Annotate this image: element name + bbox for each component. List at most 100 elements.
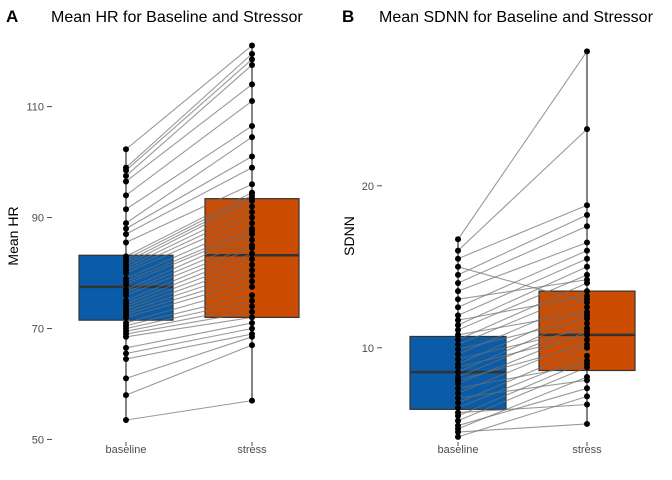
panel-a-point-stress (249, 242, 255, 249)
panel-a-pair-line (125, 322, 253, 349)
panel-b-point-baseline (455, 356, 461, 363)
panel-b-pair-line (457, 204, 588, 260)
panel-b-pair-line (457, 327, 588, 360)
panel-b-pair-line (457, 298, 588, 355)
panel-b-pair-line (457, 250, 588, 308)
panel-b-point-stress (584, 276, 590, 283)
panel-a-pair-line (125, 217, 253, 274)
panel-a-pair-line (125, 211, 253, 271)
panel-b-point-stress (584, 325, 590, 332)
panel-b-point-baseline (455, 409, 461, 416)
panel-a-pair-line (125, 194, 253, 260)
panel-a-pair-line (125, 294, 253, 327)
panel-a-point-stress (249, 303, 255, 310)
panel-b-point-stress (584, 48, 590, 55)
panel-a-point-stress (249, 153, 255, 160)
panel-b-title: Mean SDNN for Baseline and Stressor (379, 9, 654, 26)
panel-b-point-baseline (455, 395, 461, 402)
panel-a-pair-line (125, 305, 253, 332)
panel-a-point-stress (249, 292, 255, 299)
panel-b-pair-line (457, 266, 588, 303)
panel-a-point-baseline (123, 206, 129, 213)
panel-b-point-baseline (455, 417, 461, 424)
panel-b-point-stress (584, 288, 590, 295)
panel-a-letter: A (6, 7, 18, 26)
panel-a-pair-line (125, 230, 253, 285)
panel-a-pair-line (125, 53, 253, 169)
panel-b-point-baseline (455, 404, 461, 411)
panel-b-point-baseline (455, 346, 461, 353)
panel-a-point-stress (249, 319, 255, 326)
panel-a-point-baseline (123, 231, 129, 238)
panel-b-x-tick-label-stress: stress (572, 444, 602, 456)
panel-a-point-baseline (123, 239, 129, 246)
panel-b-plot-area: 10 20 baseline stress (362, 48, 636, 456)
panel-b-point-stress (584, 393, 590, 400)
panel-b-point-baseline (455, 433, 461, 440)
panel-a-point-stress (249, 325, 255, 332)
panel-b-point-stress (584, 126, 590, 133)
panel-a-y-tick-label: 50 (32, 434, 44, 446)
panel-a-pair-line (125, 239, 253, 293)
panel-b-point-stress (584, 211, 590, 218)
panel-a-point-baseline (123, 253, 129, 260)
panel-a-pair-line (125, 167, 253, 235)
panel-b-point-baseline (455, 255, 461, 262)
panel-a-pair-line (125, 264, 253, 310)
panel-b-letter: B (342, 7, 354, 26)
panel-a-point-stress (249, 181, 255, 188)
panel-a-pair-line (125, 59, 253, 171)
panel-a-point-stress (249, 208, 255, 215)
panel-a-point-baseline (123, 344, 129, 351)
panel-a-pair-line (125, 233, 253, 291)
panel-b-point-stress (584, 263, 590, 270)
panel-b-point-stress (584, 377, 590, 384)
panel-b-point-stress (584, 385, 590, 392)
panel-b-point-stress (584, 309, 590, 316)
panel-b-point-stress (584, 401, 590, 408)
panel-b-point-stress (584, 247, 590, 254)
panel-b-point-baseline (455, 317, 461, 324)
panel-b-point-baseline (455, 373, 461, 380)
panel-b-point-baseline (455, 247, 461, 254)
panel-b-pair-line (457, 311, 588, 336)
panel-b-pair-line (457, 355, 588, 409)
panel-a-point-stress (249, 314, 255, 321)
panel-b-point-baseline (455, 390, 461, 397)
panel-b-point-stress (584, 304, 590, 311)
panel-a-x-tick-label-stress: stress (237, 444, 267, 456)
panel-b-pair-line (457, 322, 588, 378)
panel-b-pair-line (457, 344, 588, 381)
panel-a-pair-line (125, 247, 253, 302)
panel-a-x-tick-label-baseline: baseline (106, 444, 147, 456)
panel-a-point-baseline (123, 356, 129, 363)
panel-b-point-baseline (455, 322, 461, 329)
panel-b-point-baseline (455, 304, 461, 311)
panel-b-point-stress (584, 315, 590, 322)
panel-b-pair-line (457, 387, 588, 427)
panel-b-point-baseline (455, 271, 461, 278)
panel-a: A Mean HR for Baseline and Stressor Mean… (5, 7, 303, 456)
panel-b-pair-line (457, 347, 588, 404)
panel-b-pair-line (457, 363, 588, 389)
panel-b-point-baseline (455, 341, 461, 348)
panel-b-point-baseline (455, 361, 461, 367)
panel-a-point-stress (249, 134, 255, 141)
panel-a-point-stress (249, 61, 255, 68)
panel-a-point-stress (249, 397, 255, 404)
panel-b-point-baseline (455, 385, 461, 392)
panel-a-pair-line (125, 100, 253, 196)
panel-b-point-baseline (455, 351, 461, 358)
panel-b-point-baseline (455, 422, 461, 429)
panel-a-point-baseline (123, 350, 129, 357)
panel-b-y-axis-label: SDNN (341, 216, 357, 256)
panel-a-point-baseline (123, 178, 129, 185)
panel-a-pair-line (125, 400, 253, 421)
panel-b-point-baseline (455, 336, 461, 343)
panel-b-pair-line (457, 214, 588, 276)
panel-a-point-stress (249, 272, 255, 279)
panel-a-pair-line (125, 280, 253, 318)
panel-a-pair-line (125, 183, 253, 243)
panel-a-point-stress (249, 331, 255, 338)
